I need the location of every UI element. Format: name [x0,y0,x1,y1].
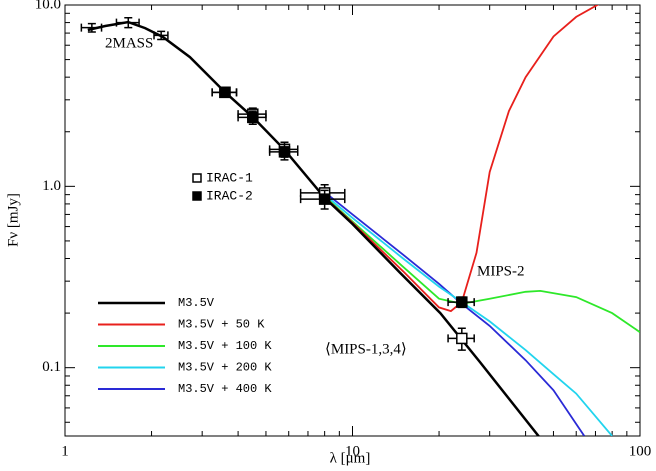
legend-label: M3.5V [178,296,215,310]
series-line [323,5,600,313]
data-point [456,296,468,308]
y-axis-label: Fν [mJy] [5,193,21,247]
y-error-bar [87,22,96,33]
y-error-bar [157,30,166,41]
legend-marker [192,191,202,201]
series-line [87,20,541,436]
x-tick-label: 1 [61,443,69,459]
y-tick-label: 0.1 [42,359,61,375]
data-point [278,146,291,158]
legend-label: IRAC-1 [206,170,253,185]
legend-label: M3.5V + 200 K [178,361,272,375]
series-line [324,191,586,436]
annotation: MIPS-2 [477,263,525,279]
data-point [247,111,259,124]
x-axis-label: λ [μm] [330,450,371,466]
annotation: 2MASS [105,35,153,51]
legend-label: IRAC-2 [206,188,253,203]
x-tick-label: 10 [345,443,360,459]
legend-label: M3.5V + 400 K [178,382,272,396]
data-point [456,332,468,345]
series-line [323,195,640,333]
legend-label: M3.5V + 50 K [178,318,265,332]
y-error-bar [124,17,133,29]
x-tick-label: 100 [629,443,652,459]
annotation: ⟨MIPS-1,3,4⟩ [325,341,407,357]
data-point [219,86,231,99]
data-point [318,193,331,205]
series-line [324,193,613,436]
y-tick-label: 10.0 [35,0,61,12]
y-tick-label: 1.0 [42,178,61,194]
plot-area [87,5,640,436]
legend-marker [192,173,202,183]
legend-label: M3.5V + 100 K [178,339,272,353]
